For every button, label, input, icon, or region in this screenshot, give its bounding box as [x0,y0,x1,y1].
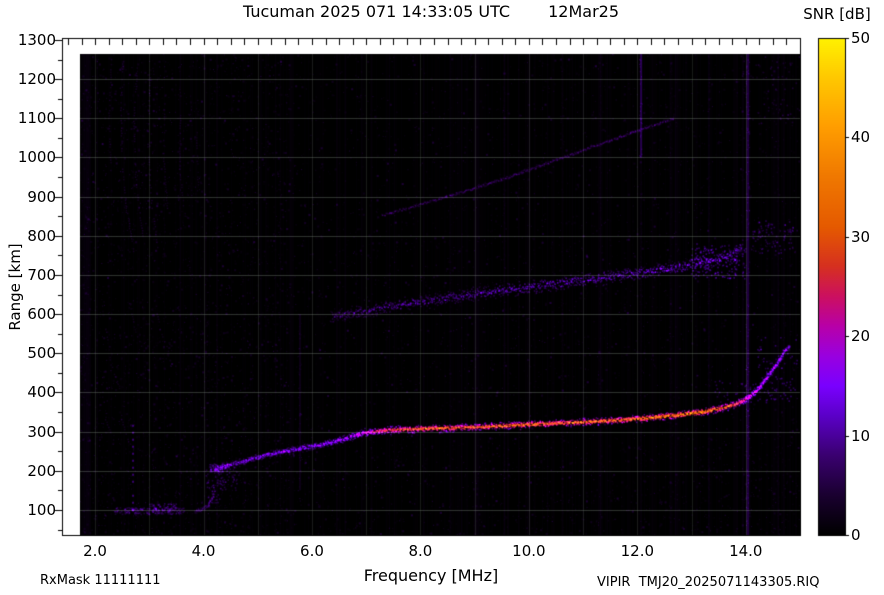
colorbar-tick-label: 0 [851,526,861,544]
y-tick-label: 800 [27,226,56,245]
colorbar-title: SNR [dB] [803,5,871,23]
y-tick-label: 200 [27,461,56,480]
colorbar-tick-label: 50 [851,29,871,47]
plot-title-station-time: Tucuman 2025 071 14:33:05 UTC [242,2,511,21]
x-tick-label: 12.0 [620,542,655,560]
y-tick-label: 1200 [17,70,56,89]
y-tick-label: 1000 [17,148,56,167]
colorbar-tick-label: 20 [851,327,871,346]
plot-title-date: 12Mar25 [548,2,620,21]
x-tick-label: 4.0 [191,542,216,560]
rx-mask-label: RxMask 11111111 [40,573,161,588]
y-tick-label: 900 [27,187,56,206]
y-tick-label: 600 [27,305,56,324]
x-tick-label: 6.0 [300,542,324,560]
y-tick-label: 1300 [17,30,56,49]
x-tick-label: 10.0 [512,542,546,560]
x-tick-label: 14.0 [729,542,763,560]
colorbar-tick-label: 30 [851,227,871,246]
x-tick-label: 2.0 [83,542,107,560]
y-tick-label: 700 [27,265,56,284]
y-tick-label: 1100 [17,109,56,128]
colorbar-tick-label: 10 [851,426,871,445]
x-axis-title: Frequency [MHz] [363,566,499,585]
plot-title: Tucuman 2025 071 14:33:05 UTC 12Mar25 [62,2,800,21]
x-tick-label: 8.0 [408,542,433,560]
y-tick-label: 500 [27,344,56,363]
data-file-label: VIPIR TMJ20_2025071143305.RIQ [597,575,820,590]
colorbar-tick-label: 40 [851,128,871,147]
y-tick-label: 400 [27,383,56,402]
y-tick-label: 300 [27,422,56,441]
y-tick-label: 100 [27,500,56,519]
